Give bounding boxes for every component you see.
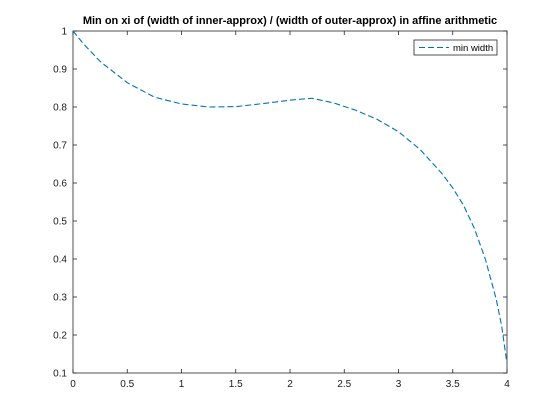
x-tick-label: 0 [70,379,76,390]
x-axis: 0 0.5 1 1.5 2 2.5 3 3.5 4 [70,31,510,390]
x-tick-label: 1 [179,379,185,390]
y-tick-label: 0.8 [53,103,67,114]
x-tick-label: 4 [504,379,510,390]
chart-title: Min on xi of (width of inner-approx) / (… [83,15,497,27]
y-axis: 0.1 0.2 0.3 0.4 0.5 0.6 0.7 0.8 0.9 1 [53,27,507,380]
x-tick-label: 2.5 [337,379,351,390]
plot-area: 0 0.5 1 1.5 2 2.5 3 3.5 4 0.10.20.30.40.50.60.70… [53,27,510,391]
y-tick-label: 0.2 [53,331,67,342]
legend-box [413,39,498,56]
y-tick-label: 1 [61,27,67,38]
x-tick-label: 3.5 [446,379,460,390]
x-tick-label: 3 [396,379,402,390]
y-tick-label: 0.9 [53,65,67,76]
series-line-min-width [72,30,508,364]
series-layer [72,30,508,364]
y-tick-label: 0.1 [53,369,67,380]
x-tick-label: 2 [287,379,293,390]
x-tick-label: 1.5 [229,379,243,390]
legend: min width [413,39,498,56]
axes-box [72,30,508,374]
y-tick-label: 0.4 [53,255,67,266]
y-tick-label: 0.6 [53,179,67,190]
y-tick-label: 0.5 [53,217,67,228]
y-tick-label: 0.3 [53,293,67,304]
x-tick-label: 0.5 [120,379,134,390]
legend-label-min-width: min width [453,43,493,54]
y-tick-label: 0.7 [53,141,67,152]
